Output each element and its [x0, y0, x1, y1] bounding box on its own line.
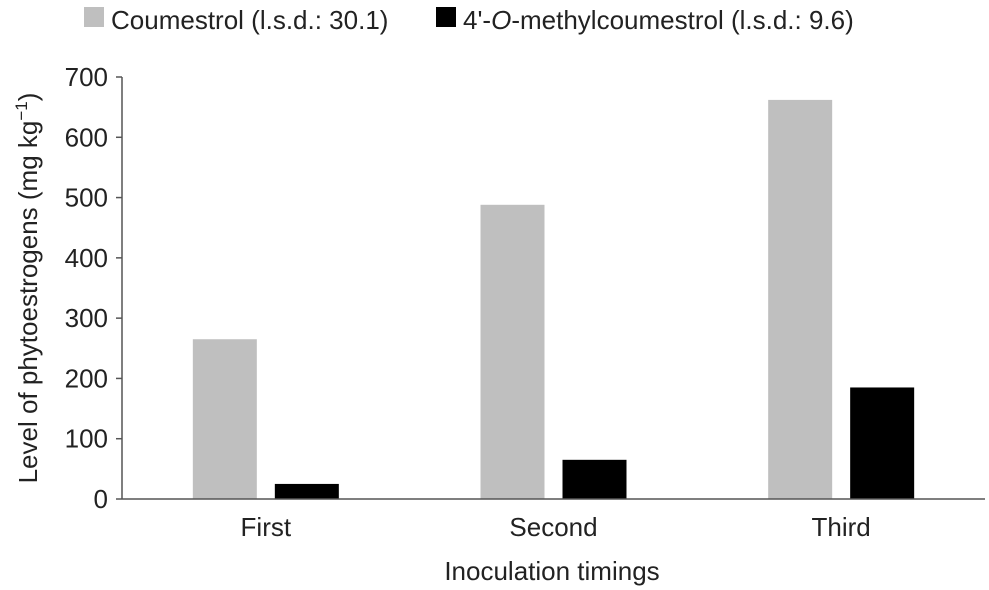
bar-coumestrol-third [768, 99, 833, 499]
x-axis-category-labels: First Second Third [241, 512, 871, 542]
legend-label-methylcoumestrol-part3: -methylcoumestrol (l.s.d.: 9.6) [511, 5, 853, 35]
bars [192, 99, 915, 499]
x-axis-title: Inoculation timings [444, 556, 659, 586]
legend-item-coumestrol: Coumestrol (l.s.d.: 30.1) [84, 5, 388, 35]
legend-swatch-methylcoumestrol [436, 7, 456, 27]
y-tick-label: 700 [65, 62, 108, 92]
legend-item-methylcoumestrol: 4'-O-methylcoumestrol (l.s.d.: 9.6) [436, 5, 854, 35]
y-tick-label: 500 [65, 183, 108, 213]
bar-methylcoumestrol-first [274, 483, 339, 499]
bar-methylcoumestrol-third [850, 387, 915, 499]
y-tick-label: 0 [94, 484, 108, 514]
y-tick-label: 200 [65, 363, 108, 393]
legend-label-methylcoumestrol: 4'-O-methylcoumestrol (l.s.d.: 9.6) [463, 5, 854, 35]
y-axis-title-close: ) [13, 93, 43, 102]
bar-coumestrol-second [480, 204, 545, 499]
legend: Coumestrol (l.s.d.: 30.1) 4'-O-methylcou… [84, 5, 854, 35]
y-tick-label: 300 [65, 303, 108, 333]
x-category-label: First [241, 512, 292, 542]
y-tick-label: 400 [65, 243, 108, 273]
y-tick-label: 600 [65, 122, 108, 152]
y-axis-title: Level of phytoestrogens (mg kg−1) [12, 93, 43, 484]
y-tick-label: 100 [65, 424, 108, 454]
y-axis-ticks: 0 100 200 300 400 500 600 700 [65, 62, 122, 514]
bar-coumestrol-first [192, 339, 257, 499]
legend-label-coumestrol: Coumestrol (l.s.d.: 30.1) [111, 5, 388, 35]
legend-swatch-coumestrol [84, 7, 104, 27]
y-axis-title-main: Level of phytoestrogens (mg kg [13, 121, 43, 484]
legend-label-methylcoumestrol-part2: O [491, 5, 511, 35]
legend-label-methylcoumestrol-part1: 4'- [463, 5, 491, 35]
y-axis-title-superscript: −1 [12, 101, 31, 120]
x-category-label: Third [812, 512, 871, 542]
bar-methylcoumestrol-second [562, 459, 627, 499]
x-category-label: Second [509, 512, 597, 542]
legend-label-coumestrol-part1: Coumestrol (l.s.d.: 30.1) [111, 5, 388, 35]
